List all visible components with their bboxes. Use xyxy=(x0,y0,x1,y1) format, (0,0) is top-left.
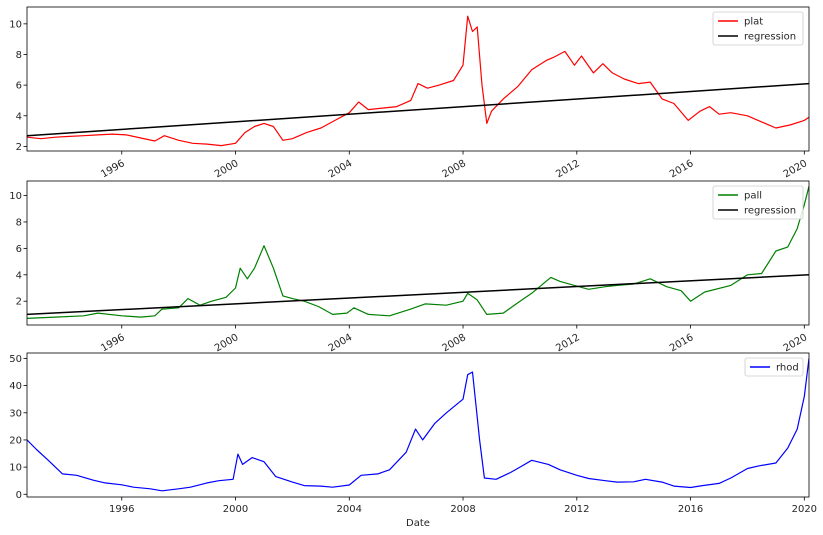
y-tick-label: 20 xyxy=(9,435,22,446)
legend-label: rhod xyxy=(776,363,799,374)
legend: rhod xyxy=(744,357,804,377)
x-tick-label: 2000 xyxy=(213,158,241,180)
x-tick-label: 2008 xyxy=(441,158,469,180)
pall-subplot: 2 4 6 8 10 1996 2000 2004 2008 2012 2016 2020 pall re… xyxy=(9,180,810,354)
y-tick-label: 10 xyxy=(9,19,22,30)
y-tick-label: 4 xyxy=(16,270,22,281)
x-tick-label: 2000 xyxy=(213,332,241,354)
pall-series-pall xyxy=(27,186,809,319)
y-tick-label: 8 xyxy=(16,217,22,228)
x-tick-label: 1996 xyxy=(109,504,134,515)
x-tick-label: 2004 xyxy=(327,158,355,180)
x-tick-label: 1996 xyxy=(99,158,127,180)
legend-label: plat xyxy=(744,17,763,28)
y-tick-label: 8 xyxy=(16,50,22,61)
axes-frame xyxy=(26,180,810,326)
legend: pall regression xyxy=(712,185,804,220)
y-tick-label: 0 xyxy=(16,490,22,501)
x-tick-label: 2016 xyxy=(668,158,696,180)
rhod-subplot: 0 10 20 30 40 50 1996 2000 2004 2008 2012 2016 2020 D… xyxy=(9,352,817,529)
y-tick-label: 4 xyxy=(16,111,22,122)
y-tick-label: 10 xyxy=(9,463,22,474)
y-tick-label: 40 xyxy=(9,381,22,392)
y-tick-label: 6 xyxy=(16,81,22,92)
x-tick-label: 2020 xyxy=(792,504,817,515)
x-tick-label: 2020 xyxy=(782,332,810,354)
x-tick-label: 2008 xyxy=(450,504,475,515)
x-tick-label: 2016 xyxy=(668,332,696,354)
y-tick-label: 10 xyxy=(9,191,22,202)
axes-frame xyxy=(26,6,810,152)
plat-subplot: 2 4 6 8 10 1996 2000 2004 2008 2012 2016 2020 plat re… xyxy=(9,6,810,180)
axes-frame xyxy=(26,352,810,498)
x-tick-label: 2012 xyxy=(554,158,582,180)
legend-label: regression xyxy=(744,206,796,217)
plat-series-plat xyxy=(27,15,809,147)
y-tick-label: 2 xyxy=(16,297,22,308)
x-tick-label: 2000 xyxy=(223,504,248,515)
y-tick-label: 2 xyxy=(16,142,22,153)
legend-label: pall xyxy=(744,191,762,202)
x-tick-label: 2004 xyxy=(337,504,362,515)
y-tick-label: 30 xyxy=(9,408,22,419)
y-tick-label: 6 xyxy=(16,244,22,255)
x-tick-label: 2008 xyxy=(441,332,469,354)
x-tick-label: 1996 xyxy=(99,332,127,354)
x-tick-label: 2012 xyxy=(564,504,589,515)
plat-series-regression xyxy=(27,82,809,137)
rhod-series-rhod xyxy=(27,358,809,492)
x-tick-label: 2004 xyxy=(327,332,355,354)
y-tick-label: 50 xyxy=(9,354,22,365)
x-axis-title: Date xyxy=(406,518,430,529)
x-tick-label: 2012 xyxy=(554,332,582,354)
x-tick-label: 2016 xyxy=(678,504,703,515)
legend-label: regression xyxy=(744,32,796,43)
x-tick-label: 2020 xyxy=(782,158,810,180)
legend: plat regression xyxy=(712,11,804,46)
pall-series-regression xyxy=(27,274,809,316)
